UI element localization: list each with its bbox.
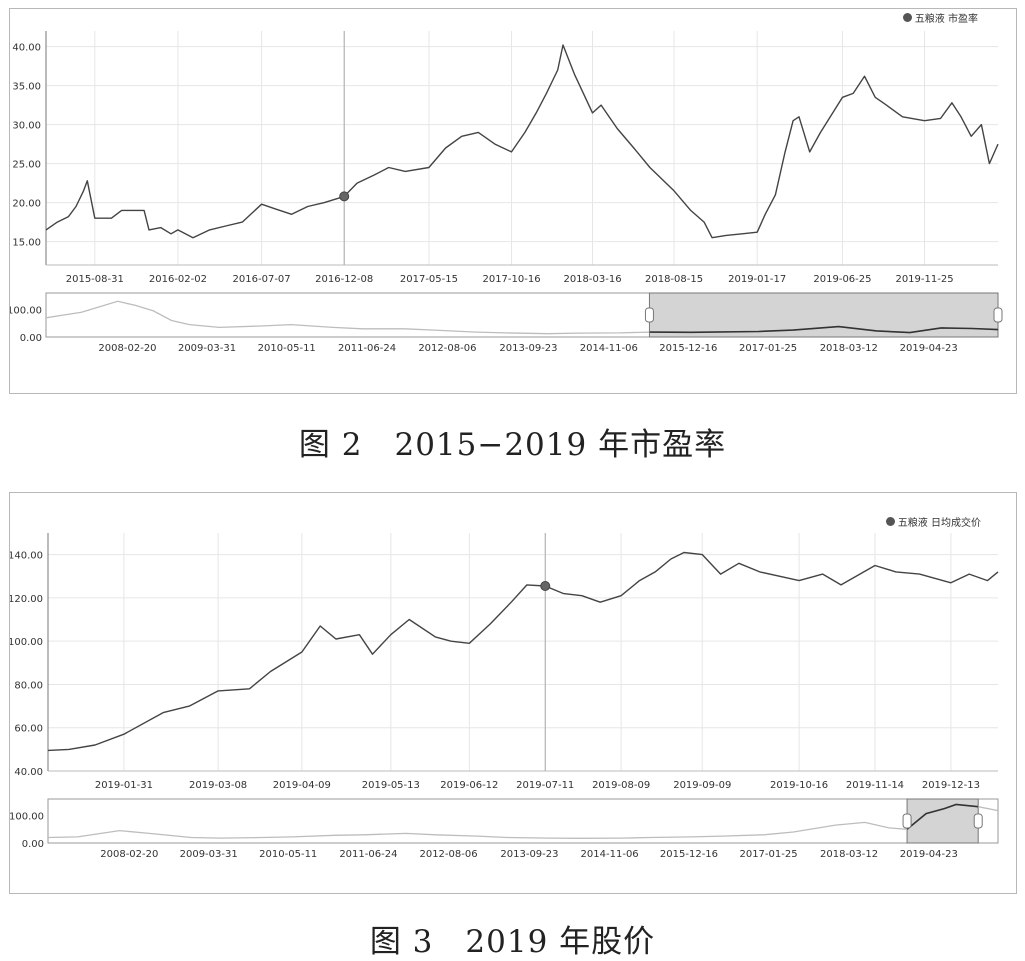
navigator-y-tick-label: 100.00 xyxy=(10,812,44,823)
x-tick-label: 2017-10-16 xyxy=(482,274,540,285)
y-tick-label: 35.00 xyxy=(12,82,41,93)
pe-legend-label: 五粮液 市盈率 xyxy=(914,14,978,25)
navigator-selected-line xyxy=(649,325,999,334)
navigator-selection xyxy=(648,292,999,338)
x-tick-label: 2019-06-25 xyxy=(813,274,871,285)
navigator-x-tick-label: 2012-08-06 xyxy=(419,849,477,860)
navigator-x-tick-label: 2017-01-25 xyxy=(739,343,797,354)
figure-3-caption: 图 3 2019 年股价 xyxy=(369,924,656,960)
navigator-x-tick-label: 2009-03-31 xyxy=(178,343,236,354)
x-tick-label: 2019-01-31 xyxy=(95,780,153,791)
navigator-x-tick-label: 2012-08-06 xyxy=(418,343,476,354)
range-handle-left[interactable] xyxy=(902,813,912,829)
navigator-x-tick-label: 2008-02-20 xyxy=(100,849,158,860)
range-handle-left[interactable] xyxy=(644,307,654,323)
navigator-x-tick-label: 2015-12-16 xyxy=(659,343,717,354)
navigator-selection xyxy=(906,798,979,844)
legend-marker-icon xyxy=(902,13,912,22)
x-tick-label: 2015-08-31 xyxy=(66,274,124,285)
y-tick-label: 140.00 xyxy=(10,551,43,562)
navigator-x-tick-label: 2017-01-25 xyxy=(739,849,797,860)
y-tick-label: 30.00 xyxy=(12,121,41,132)
navigator-x-tick-label: 2011-06-24 xyxy=(339,849,397,860)
pe-ratio-chart: 15.00 20.00 25.00 30.00 35.00 40.00 2015-08-31… xyxy=(10,31,1003,354)
x-tick-label: 2016-12-08 xyxy=(315,274,373,285)
navigator-x-tick-label: 2014-11-06 xyxy=(581,849,639,860)
range-handle-right[interactable] xyxy=(993,307,1003,323)
x-tick-label: 2016-02-02 xyxy=(149,274,207,285)
x-tick-label: 2019-08-09 xyxy=(592,780,650,791)
x-tick-label: 2019-03-08 xyxy=(189,780,247,791)
navigator-x-tick-label: 2015-12-16 xyxy=(660,849,718,860)
series-line xyxy=(45,44,999,239)
navigator-x-tick-label: 2011-06-24 xyxy=(338,343,396,354)
navigator-x-tick-label: 2014-11-06 xyxy=(580,343,638,354)
y-tick-label: 100.00 xyxy=(10,637,43,648)
navigator-y-tick-label: 0.00 xyxy=(20,333,42,344)
y-tick-label: 120.00 xyxy=(10,594,43,605)
navigator-y-tick-label: 0.00 xyxy=(22,839,44,850)
price-legend-label: 五粮液 日均成交价 xyxy=(897,518,981,529)
y-tick-label: 80.00 xyxy=(14,680,43,691)
navigator-x-tick-label: 2009-03-31 xyxy=(180,849,238,860)
x-tick-label: 2019-10-16 xyxy=(770,780,828,791)
x-tick-label: 2019-12-13 xyxy=(922,780,980,791)
y-tick-label: 25.00 xyxy=(12,160,41,171)
x-tick-label: 2019-07-11 xyxy=(516,780,574,791)
navigator-selected-line xyxy=(906,803,979,830)
navigator-frame xyxy=(47,798,999,844)
pe-ratio-chart-panel: 五粮液 市盈率 15.00 20.00 25.00 30.00 35.00 40.00 20… xyxy=(9,8,1017,394)
y-tick-label: 40.00 xyxy=(12,43,41,54)
price-chart-panel: 五粮液 日均成交价 40.00 60.00 80.00 100.00 120.00 140… xyxy=(9,492,1017,894)
x-tick-label: 2018-03-16 xyxy=(563,274,621,285)
x-tick-label: 2018-08-15 xyxy=(645,274,703,285)
figure-2-caption: 图 2 2015−2019 年市盈率 xyxy=(298,427,727,463)
y-tick-label: 60.00 xyxy=(14,724,43,735)
navigator-x-tick-label: 2013-09-23 xyxy=(499,343,557,354)
x-tick-label: 2019-01-17 xyxy=(728,274,786,285)
price-legend[interactable]: 五粮液 日均成交价 xyxy=(885,514,981,529)
x-tick-label: 2016-07-07 xyxy=(233,274,291,285)
navigator-x-tick-label: 2018-03-12 xyxy=(820,849,878,860)
x-tick-label: 2019-04-09 xyxy=(273,780,331,791)
navigator-x-tick-label: 2010-05-11 xyxy=(258,343,316,354)
y-tick-label: 15.00 xyxy=(12,238,41,249)
navigator-y-tick-label: 100.00 xyxy=(10,306,42,317)
x-tick-label: 2019-05-13 xyxy=(362,780,420,791)
y-tick-label: 20.00 xyxy=(12,199,41,210)
navigator-x-tick-label: 2013-09-23 xyxy=(500,849,558,860)
hover-marker xyxy=(540,581,551,592)
x-tick-label: 2019-06-12 xyxy=(440,780,498,791)
x-tick-label: 2017-05-15 xyxy=(400,274,458,285)
hover-marker xyxy=(339,191,350,202)
navigator-x-tick-label: 2008-02-20 xyxy=(98,343,156,354)
x-tick-label: 2019-11-14 xyxy=(846,780,904,791)
y-tick-label: 40.00 xyxy=(14,767,43,778)
navigator-x-tick-label: 2019-04-23 xyxy=(900,343,958,354)
navigator-x-tick-label: 2010-05-11 xyxy=(259,849,317,860)
legend-marker-icon xyxy=(885,517,895,526)
x-tick-label: 2019-09-09 xyxy=(673,780,731,791)
navigator-x-tick-label: 2019-04-23 xyxy=(900,849,958,860)
x-tick-label: 2019-11-25 xyxy=(895,274,953,285)
range-handle-right[interactable] xyxy=(973,813,983,829)
pe-legend[interactable]: 五粮液 市盈率 xyxy=(902,10,978,25)
navigator-x-tick-label: 2018-03-12 xyxy=(820,343,878,354)
price-chart: 40.00 60.00 80.00 100.00 120.00 140.00 2019-01… xyxy=(10,533,999,860)
series-line xyxy=(47,551,999,752)
